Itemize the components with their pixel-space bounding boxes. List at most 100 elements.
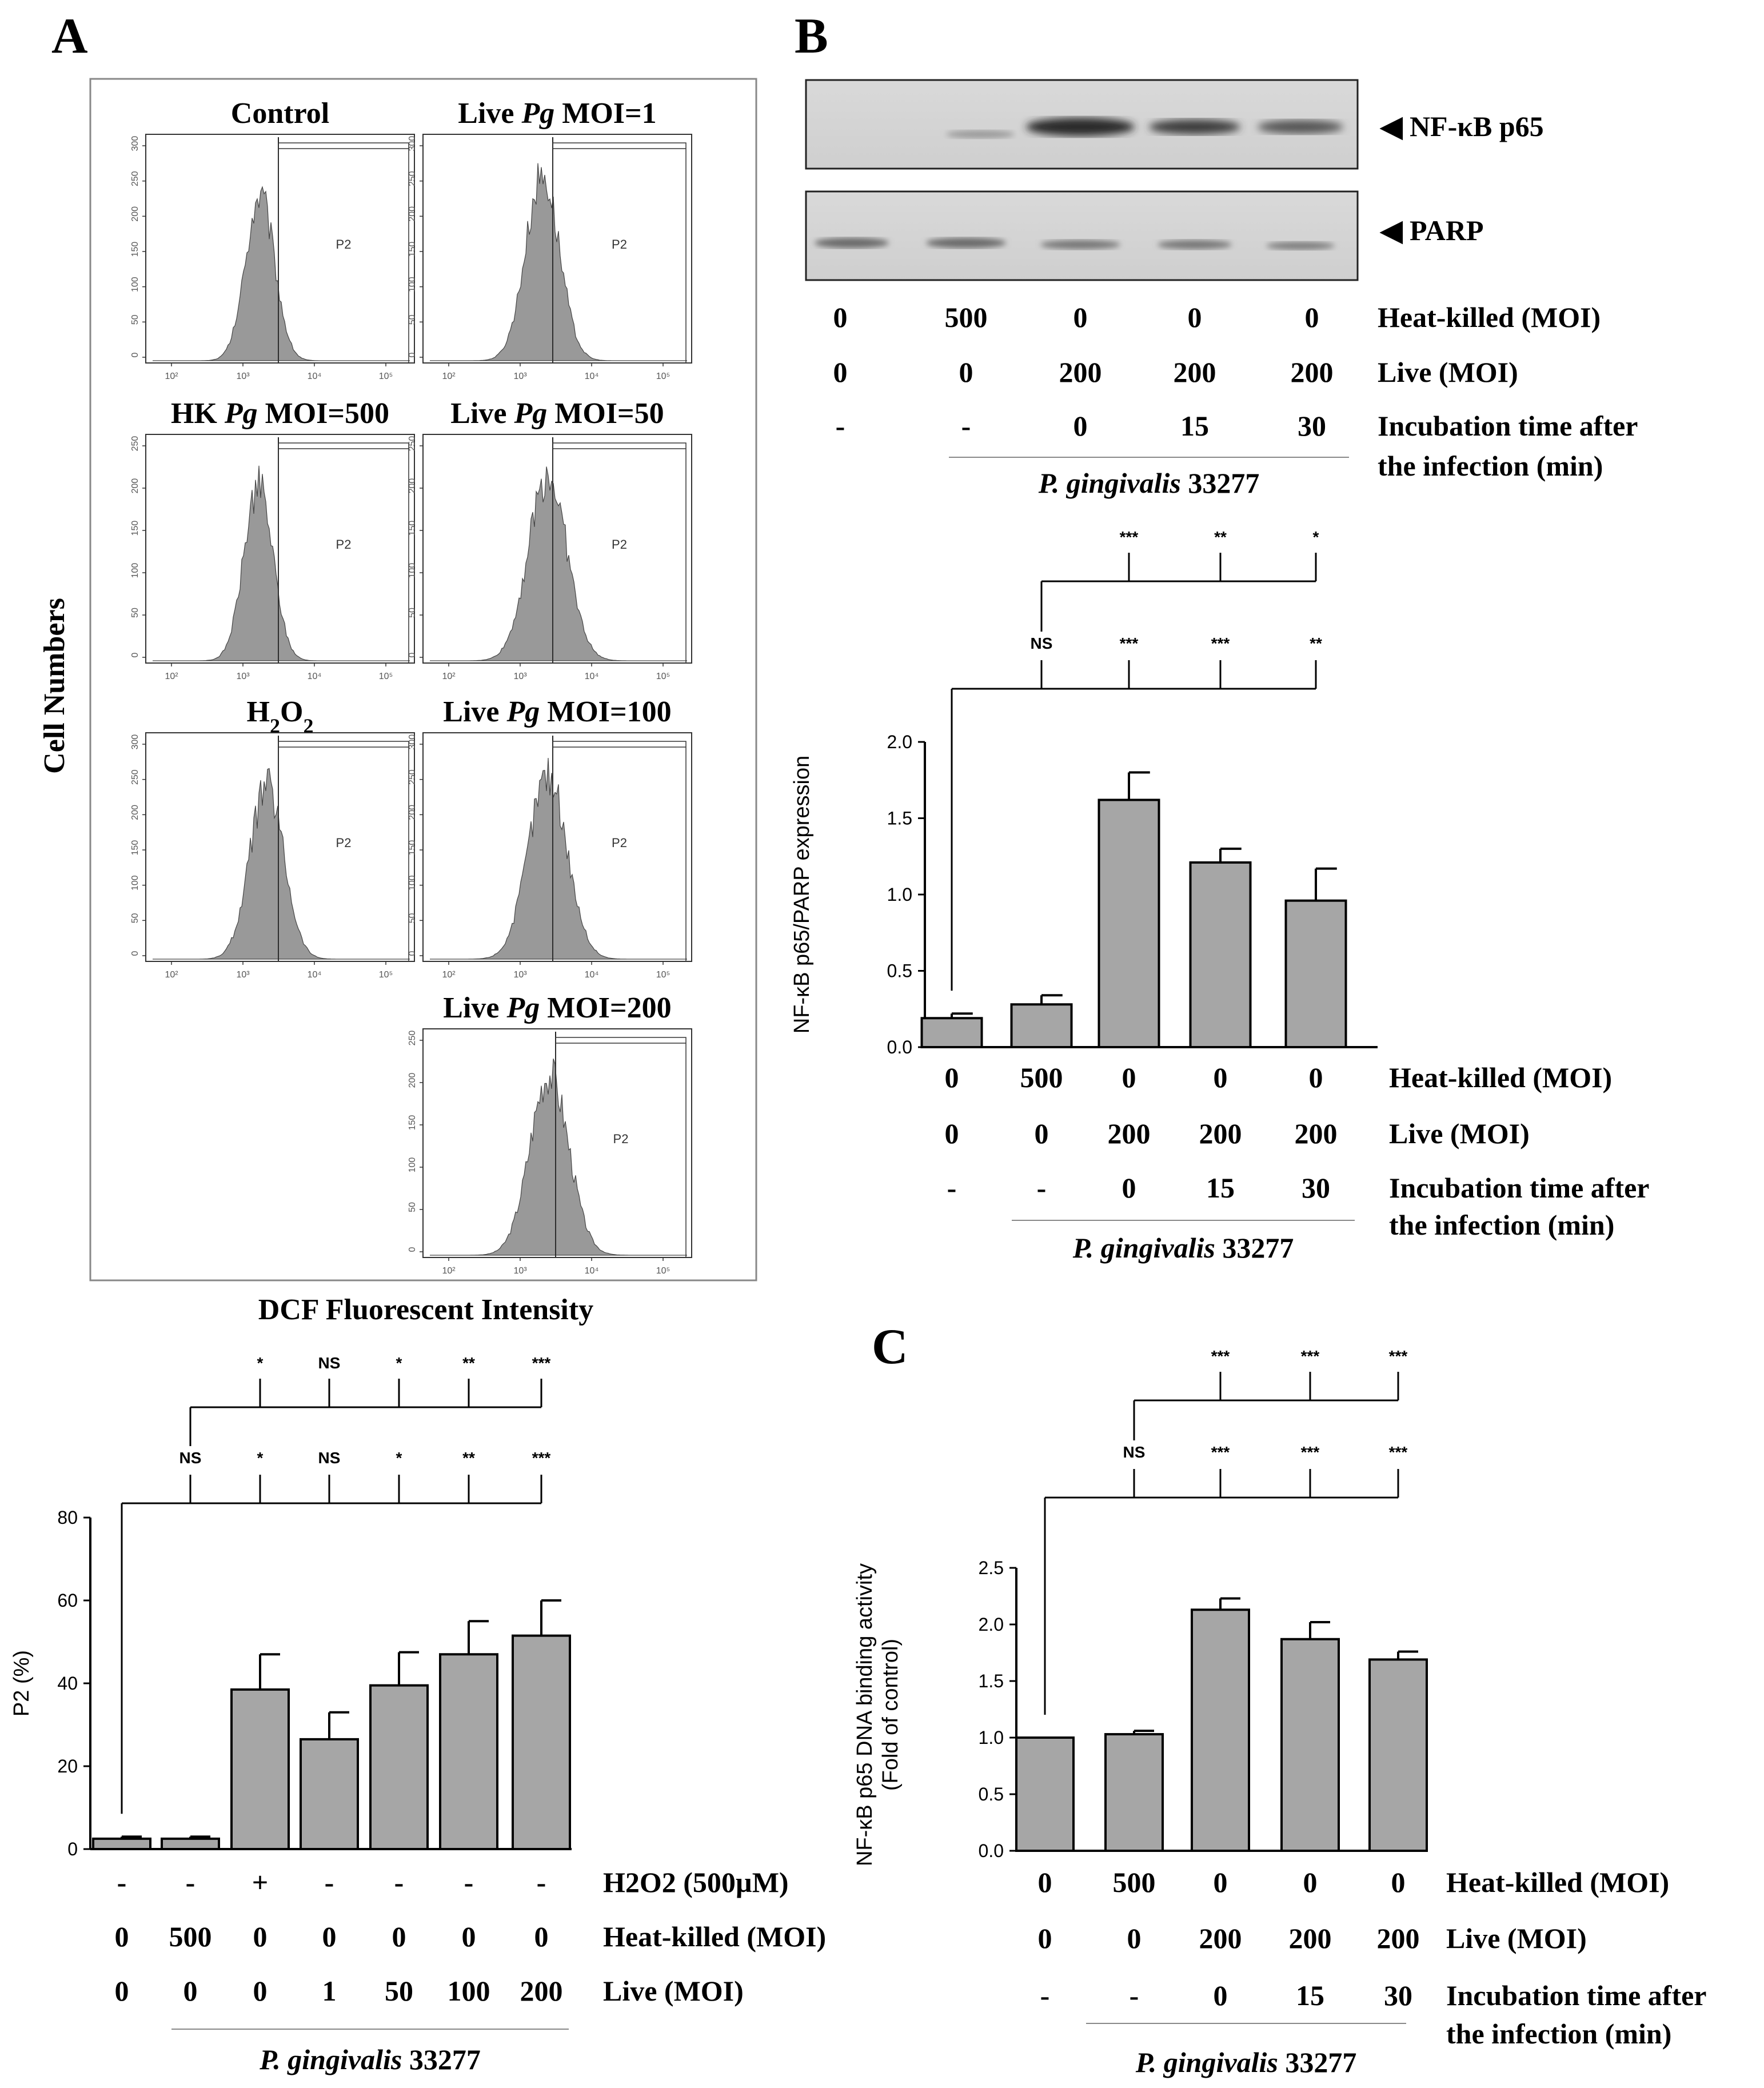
histogram-title: Live Pg MOI=1: [458, 97, 656, 130]
gate-label: P2: [612, 237, 627, 251]
condition-cell: 1: [322, 1975, 337, 2007]
blot-table-cell: 0: [1188, 301, 1202, 333]
x-tick-label: 10⁵: [379, 672, 393, 681]
x-tick-label: 10⁵: [656, 970, 670, 980]
sig-label: ***: [1389, 1443, 1408, 1461]
y-axis-label-2: (Fold of control): [879, 1639, 903, 1791]
sig-label: **: [462, 1449, 475, 1467]
y-tick-label: 2.0: [887, 732, 912, 752]
y-axis-label: NF-κB p65/PARP expression: [790, 756, 814, 1033]
condition-row-label: Heat-killed (MOI): [1389, 1061, 1612, 1093]
y-tick-label: 100: [130, 563, 140, 578]
condition-cell: 200: [1295, 1117, 1338, 1149]
x-tick-label: 10²: [442, 372, 456, 381]
panel-letter-c: C: [872, 1319, 908, 1375]
blot-table-cell: -: [836, 410, 845, 442]
gate-label: P2: [336, 537, 352, 552]
y-tick-label: 50: [408, 608, 417, 618]
condition-cell: 0: [1391, 1866, 1406, 1898]
x-tick-label: 10⁴: [585, 372, 599, 381]
sig-label: ***: [1301, 1443, 1320, 1461]
x-tick-label: 10²: [442, 1266, 456, 1276]
condition-row-label: Incubation time after: [1446, 1979, 1707, 2011]
condition-cell: 200: [1377, 1922, 1420, 1954]
blot-table-cell: 200: [1291, 356, 1334, 388]
y-tick-label: 60: [57, 1590, 78, 1611]
condition-cell: 0: [1214, 1979, 1228, 2011]
y-tick-label: 1.0: [979, 1727, 1004, 1748]
condition-cell: 0: [945, 1117, 959, 1149]
y-tick-label: 250: [408, 436, 417, 452]
condition-cell: 0: [322, 1921, 337, 1953]
x-tick-label: 10⁴: [585, 970, 599, 980]
y-tick-label: 0: [408, 652, 417, 657]
gate-label: P2: [336, 237, 352, 251]
y-tick-label: 0: [408, 1247, 417, 1252]
y-tick-label: 150: [408, 242, 417, 257]
bar: [230, 1688, 290, 1850]
condition-cell: -: [1040, 1979, 1050, 2011]
band-parp-2: [926, 238, 1006, 248]
gate-label: P2: [613, 1132, 629, 1146]
histogram-6: Live Pg MOI=100 300 250 200 150 100 50 0 10² 10³ 1…: [408, 696, 692, 980]
blot-table-cell: 0: [833, 301, 848, 333]
condition-cell: 200: [1199, 1117, 1242, 1149]
sig-label: ***: [1389, 1347, 1408, 1365]
bar: [300, 1738, 359, 1850]
gate-label: P2: [336, 836, 352, 850]
bar: [920, 1017, 983, 1049]
sig-label: NS: [179, 1449, 202, 1467]
condition-cell: 500: [1020, 1061, 1063, 1093]
bar: [1284, 899, 1347, 1049]
panel-letter-a: A: [51, 9, 88, 64]
blot-condition-table: 0 500 0 0 0 0 0 200 200 200 - - 0 15 30 Heat-killed (MO…: [833, 301, 1638, 499]
y-tick-label: 150: [130, 242, 140, 257]
blot-table-cell: 500: [945, 301, 988, 333]
western-blot: ◀ NF-κB p65 ◀ PARP: [805, 79, 1544, 281]
histogram-5: H2O2 300 250 200 150 100 50 0 10² 10³ 10⁴ 10⁵ P2: [130, 696, 415, 980]
gate-region: [552, 142, 687, 364]
condition-cell: 0: [253, 1975, 268, 2007]
histogram-shape: [153, 465, 410, 661]
chart-b: 0.0 0.5 1.0 1.5 2.0 NF-κB p65/PARP expression…: [790, 528, 1650, 1264]
condition-cell: 100: [448, 1975, 490, 2007]
bar: [512, 1634, 571, 1850]
y-tick-label: 100: [408, 1157, 417, 1173]
blot-row-label: Live (MOI): [1378, 356, 1518, 388]
sig-label: ***: [1120, 528, 1139, 546]
gate-region: [278, 741, 409, 962]
histogram-title: H2O2: [247, 696, 314, 737]
bar: [1097, 799, 1160, 1048]
condition-row-label: Heat-killed (MOI): [603, 1921, 826, 1953]
x-tick-label: 10⁵: [379, 372, 393, 381]
band-parp-5: [1266, 242, 1335, 250]
strain-label: P. gingivalis 33277: [1038, 467, 1260, 499]
x-tick-label: 10⁴: [308, 672, 322, 681]
gate-region: [552, 442, 687, 664]
gate-region: [278, 142, 409, 364]
sig-label: **: [1310, 634, 1322, 652]
condition-cell: 0: [253, 1921, 268, 1953]
histogram-title: HK Pg MOI=500: [171, 397, 389, 430]
strain-label: P. gingivalis 33277: [1072, 1232, 1294, 1264]
strain-label: P. gingivalis 33277: [259, 2043, 481, 2075]
y-tick-label: 200: [408, 805, 417, 820]
band-nfkb-3: [1026, 118, 1135, 136]
y-tick-label: 100: [408, 277, 417, 292]
condition-cell: 0: [1303, 1866, 1318, 1898]
condition-cell: 500: [169, 1921, 212, 1953]
x-tick-label: 10³: [236, 970, 250, 980]
y-tick-label: 250: [408, 769, 417, 785]
x-tick-label: 10³: [513, 372, 527, 381]
gate-label: P2: [612, 537, 627, 552]
histogram-shape: [430, 466, 687, 661]
y-tick-label: 250: [130, 769, 140, 785]
y-tick-label: 1.5: [887, 808, 912, 829]
gate-region: [555, 1037, 687, 1258]
blot-table-cell: 0: [1305, 301, 1319, 333]
bar: [1189, 861, 1252, 1049]
condition-cell: 0: [1214, 1866, 1228, 1898]
condition-cell: +: [252, 1866, 269, 1898]
sig-label: **: [1214, 528, 1227, 546]
band-nfkb-4: [1149, 119, 1240, 134]
